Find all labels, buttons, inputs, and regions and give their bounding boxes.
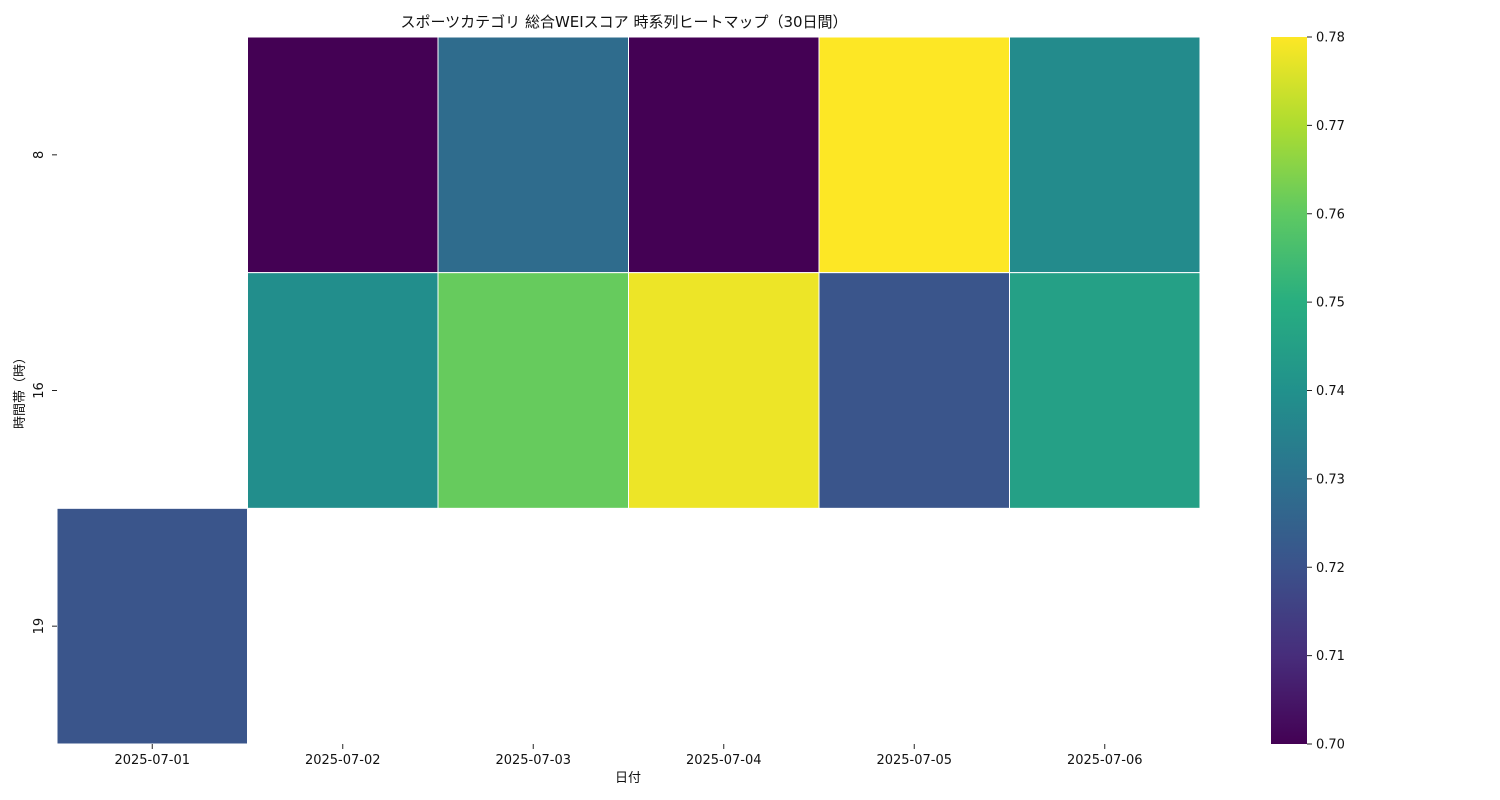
colorbar-axis: 0.70 0.71 0.72 0.73 0.74 0.75 0.76 0.77 0.78: [1307, 31, 1345, 753]
x-axis: 2025-07-01 2025-07-02 2025-07-03 2025-07-04…: [114, 744, 1143, 768]
y-tick-label: 16: [32, 382, 47, 399]
colorbar-tick-label: 0.75: [1316, 296, 1345, 311]
x-tick-label: 2025-07-02: [305, 753, 381, 768]
heatmap-cell: [437, 36, 629, 274]
y-axis-label: 時間帯（時）: [13, 351, 28, 429]
heatmap-cell: [1009, 272, 1201, 509]
colorbar-tick-label: 0.76: [1316, 207, 1345, 222]
x-tick-label: 2025-07-06: [1067, 753, 1143, 768]
y-tick-label: 8: [32, 151, 47, 159]
x-tick-label: 2025-07-03: [495, 753, 571, 768]
x-tick-label: 2025-07-04: [686, 753, 762, 768]
x-tick-label: 2025-07-05: [876, 753, 952, 768]
heatmap-cell: [818, 36, 1010, 274]
heatmap-cell: [247, 36, 439, 274]
colorbar-tick-label: 0.73: [1316, 472, 1345, 487]
heatmap-cell: [247, 272, 439, 509]
heatmap-cell: [56, 507, 248, 745]
heatmap-cell: [437, 272, 629, 509]
heatmap-cell: [818, 272, 1010, 509]
colorbar-tick-label: 0.74: [1316, 384, 1345, 399]
y-axis: 8 16 19: [32, 151, 57, 635]
colorbar-tick-label: 0.72: [1316, 561, 1345, 576]
colorbar-tick-label: 0.77: [1316, 119, 1345, 134]
x-tick-label: 2025-07-01: [114, 753, 190, 768]
chart-title: スポーツカテゴリ 総合WEIスコア 時系列ヒートマップ（30日間）: [400, 13, 847, 31]
x-axis-label: 日付: [615, 771, 641, 786]
colorbar-tick-label: 0.70: [1316, 738, 1345, 753]
colorbar-tick-label: 0.71: [1316, 649, 1345, 664]
heatmap-cell: [628, 36, 820, 274]
heatmap-cell: [1009, 36, 1201, 274]
colorbar-tick-label: 0.78: [1316, 31, 1345, 46]
colorbar: [1271, 37, 1307, 744]
heatmap-cells: [56, 36, 1201, 745]
y-tick-label: 19: [32, 618, 47, 635]
heatmap-cell: [628, 272, 820, 509]
